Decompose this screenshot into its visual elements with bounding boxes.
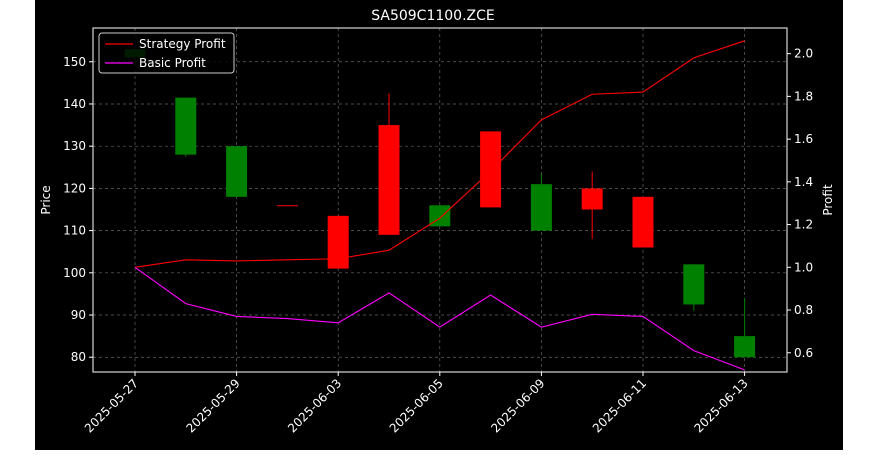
left-tick-label: 90: [71, 308, 86, 322]
x-tick-label: 2025-06-05: [387, 376, 446, 435]
strategy-profit-line: [134, 40, 745, 268]
x-tick-label: 2025-06-03: [285, 376, 344, 435]
right-tick-label: 0.8: [794, 303, 813, 317]
candle-body: [175, 97, 197, 155]
left-tick-label: 140: [63, 97, 86, 111]
x-axis: 2025-05-27 2025-05-29 2025-06-03 2025-06-05…: [82, 372, 751, 435]
right-tick-label: 1.8: [794, 89, 813, 103]
x-tick-label: 2025-06-13: [692, 376, 751, 435]
right-tick-label: 2.0: [794, 47, 813, 61]
right-tick-label: 1.6: [794, 132, 813, 146]
left-tick-label: 150: [63, 55, 86, 69]
right-tick-label: 1.4: [794, 175, 813, 189]
right-axis: 0.6 0.8 1.0 1.2 1.4 1.6 1.8 2.0: [787, 47, 813, 360]
x-tick-label: 2025-05-29: [184, 376, 243, 435]
legend-label-strategy: Strategy Profit: [139, 37, 226, 51]
right-tick-label: 0.6: [794, 346, 813, 360]
x-tick-label: 2025-05-27: [82, 376, 141, 435]
candle-body: [734, 336, 756, 358]
legend-label-basic: Basic Profit: [139, 56, 206, 70]
left-tick-label: 80: [71, 350, 86, 364]
profit-lines: [134, 40, 745, 371]
candle-body: [530, 184, 552, 231]
left-axis: 80 90 100 110 120 130 140 150: [63, 55, 93, 364]
chart-figure: SA509C1100.ZCE 80 90 100 110 120 130 140 150 0.…: [35, 0, 843, 450]
candle-body: [683, 264, 705, 305]
legend: Strategy Profit Basic Profit: [98, 32, 235, 74]
candle-body: [327, 215, 349, 269]
chart-svg: SA509C1100.ZCE 80 90 100 110 120 130 140 150 0.…: [39, 8, 835, 435]
y-axis-label-right: Profit: [821, 184, 835, 216]
y-axis-label-left: Price: [39, 185, 53, 214]
left-tick-label: 100: [63, 266, 86, 280]
candles: [124, 49, 756, 358]
grid: [93, 28, 787, 372]
candle-body: [632, 196, 654, 248]
plot-frame: [92, 27, 788, 373]
right-tick-label: 1.2: [794, 218, 813, 232]
candle-body: [480, 131, 502, 208]
right-tick-label: 1.0: [794, 260, 813, 274]
candle-body: [226, 146, 248, 197]
x-tick-label: 2025-06-11: [590, 376, 649, 435]
left-tick-label: 130: [63, 139, 86, 153]
chart-title: SA509C1100.ZCE: [371, 8, 495, 24]
candle-body: [581, 188, 603, 210]
left-tick-label: 120: [63, 181, 86, 195]
basic-profit-line: [134, 266, 745, 371]
left-tick-label: 110: [63, 224, 86, 238]
candle-body: [378, 125, 400, 235]
candle-body: [276, 205, 298, 207]
x-tick-label: 2025-06-09: [488, 376, 547, 435]
